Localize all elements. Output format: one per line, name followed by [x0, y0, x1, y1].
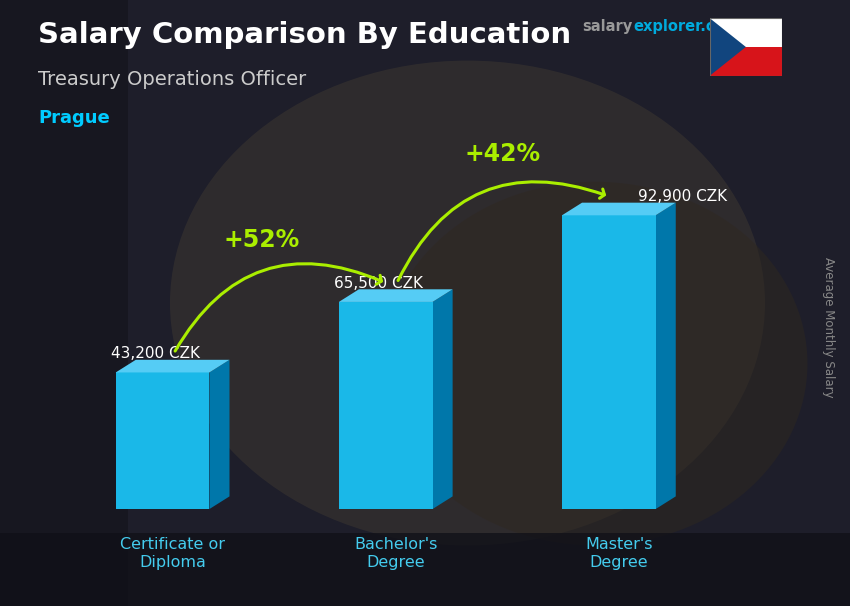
Text: explorer.com: explorer.com	[633, 19, 740, 35]
Text: 92,900 CZK: 92,900 CZK	[638, 189, 727, 204]
Polygon shape	[209, 360, 230, 509]
Text: Average Monthly Salary: Average Monthly Salary	[822, 257, 836, 398]
Text: 43,200 CZK: 43,200 CZK	[111, 347, 201, 361]
Polygon shape	[339, 302, 433, 509]
Text: Master's
Degree: Master's Degree	[585, 538, 653, 570]
Text: 65,500 CZK: 65,500 CZK	[334, 276, 423, 291]
Polygon shape	[339, 289, 452, 302]
Text: Salary Comparison By Education: Salary Comparison By Education	[38, 21, 571, 49]
Text: Treasury Operations Officer: Treasury Operations Officer	[38, 70, 307, 88]
Polygon shape	[710, 18, 782, 47]
Ellipse shape	[382, 182, 808, 545]
Text: Prague: Prague	[38, 109, 110, 127]
Bar	[0, 0, 128, 606]
Polygon shape	[710, 18, 746, 76]
Text: Bachelor's
Degree: Bachelor's Degree	[354, 538, 438, 570]
Text: Certificate or
Diploma: Certificate or Diploma	[120, 538, 225, 570]
Polygon shape	[562, 215, 655, 509]
Text: +42%: +42%	[465, 142, 541, 165]
Text: +52%: +52%	[224, 228, 300, 252]
Polygon shape	[433, 289, 452, 509]
Polygon shape	[655, 202, 676, 509]
Polygon shape	[710, 47, 782, 76]
Polygon shape	[562, 202, 676, 215]
Polygon shape	[116, 360, 230, 373]
Text: salary: salary	[582, 19, 632, 35]
Polygon shape	[116, 373, 209, 509]
Bar	[0, 533, 850, 606]
Ellipse shape	[170, 61, 765, 545]
